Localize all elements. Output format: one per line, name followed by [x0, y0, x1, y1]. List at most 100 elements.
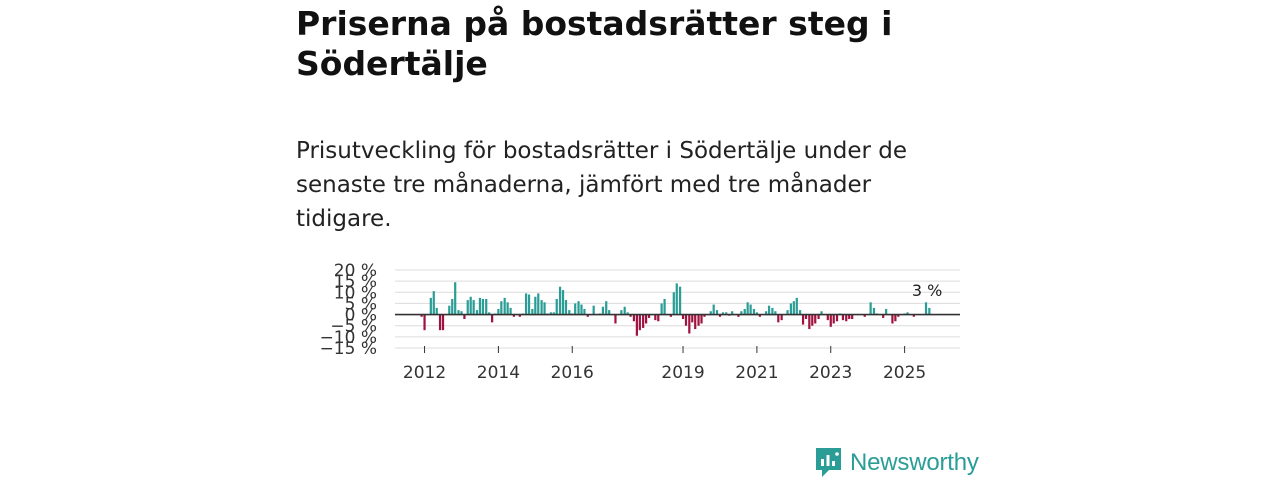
- bar: [811, 314, 814, 326]
- bar: [851, 314, 854, 320]
- bar: [703, 314, 706, 317]
- bar: [912, 314, 915, 317]
- bar: [629, 314, 632, 317]
- bar: [709, 311, 712, 315]
- x-tick-label: 2016: [551, 363, 594, 383]
- bar: [814, 314, 817, 324]
- bar: [663, 298, 666, 315]
- bar: [672, 292, 675, 315]
- bar: [432, 291, 435, 315]
- bar: [777, 314, 780, 323]
- bar: [681, 314, 685, 320]
- bar: [601, 306, 605, 315]
- bar: [725, 312, 728, 315]
- bar: [592, 305, 595, 315]
- bar: [632, 314, 636, 322]
- bar: [835, 314, 839, 322]
- bar: [469, 296, 472, 315]
- bar: [863, 314, 866, 317]
- bar: [817, 314, 820, 320]
- bar: [500, 301, 503, 315]
- bar: [512, 314, 516, 317]
- bar: [481, 298, 484, 315]
- newsworthy-brand[interactable]: Newsworthy: [814, 446, 979, 480]
- y-tick-label: −10 %: [320, 328, 377, 348]
- page-title: Priserna på bostadsrätter steg i Södertä…: [296, 4, 893, 83]
- bar: [527, 294, 531, 315]
- bar: [466, 300, 469, 315]
- x-axis-ticks: 2012 2014 2016 2019 2021 2023 2025: [403, 346, 926, 383]
- bar: [755, 312, 759, 315]
- newsworthy-logo-icon: [816, 448, 841, 477]
- bar: [540, 300, 543, 315]
- bar: [586, 314, 589, 317]
- bar: [688, 314, 691, 334]
- bar: [620, 310, 623, 315]
- bars: [420, 282, 931, 336]
- bar: [789, 303, 792, 315]
- bar: [684, 314, 688, 326]
- x-tick-label: 2025: [883, 363, 926, 383]
- latest-value-annotation: 3 %: [912, 281, 942, 300]
- x-tick-label: 2023: [809, 363, 852, 383]
- bar: [488, 312, 491, 315]
- bar: [605, 301, 608, 315]
- bar: [657, 314, 660, 322]
- bar: [731, 311, 734, 315]
- bar: [743, 309, 746, 315]
- bar: [558, 286, 562, 315]
- bar: [534, 296, 537, 315]
- bar: [924, 302, 928, 315]
- bar: [614, 314, 617, 324]
- bar: [697, 314, 700, 326]
- x-tick-label: 2014: [477, 363, 520, 383]
- bar: [552, 312, 555, 315]
- bar: [675, 283, 678, 315]
- bar: [841, 314, 845, 321]
- bar: [463, 314, 466, 320]
- bar: [894, 314, 897, 322]
- bar: [765, 311, 768, 315]
- bar: [678, 286, 682, 315]
- bar: [568, 310, 571, 315]
- bar: [491, 314, 494, 323]
- bar: [700, 314, 703, 324]
- y-tick-label: 15 %: [334, 272, 377, 292]
- bar: [577, 301, 580, 315]
- bar: [872, 307, 876, 315]
- bar: [712, 304, 715, 315]
- bar: [429, 297, 432, 315]
- y-axis-tick-labels: 20 %15 %10 %5 %0 %−5 %−10 %−15 %: [320, 261, 377, 359]
- bar: [531, 309, 534, 315]
- bar: [506, 302, 509, 315]
- bar: [780, 314, 783, 321]
- x-tick-label: 2021: [735, 363, 778, 383]
- bar: [448, 305, 451, 315]
- bar: [626, 312, 629, 315]
- bar: [795, 297, 798, 315]
- y-tick-label: 20 %: [334, 261, 377, 281]
- bar: [829, 314, 832, 327]
- bar: [774, 311, 777, 315]
- bar: [454, 282, 457, 315]
- bar: [642, 314, 645, 328]
- bar: [438, 314, 442, 331]
- bar-chart: 20 %15 %10 %5 %0 %−5 %−10 %−15 % 2012 201…: [320, 261, 960, 383]
- bar: [691, 314, 694, 323]
- bar: [906, 312, 909, 315]
- bar: [608, 310, 611, 315]
- bar: [485, 298, 488, 315]
- bar: [897, 314, 900, 317]
- bar: [669, 314, 672, 317]
- bar: [928, 307, 931, 315]
- bar: [808, 314, 811, 330]
- bar: [561, 290, 565, 315]
- bar: [792, 301, 795, 315]
- bar: [826, 314, 829, 321]
- bar: [524, 293, 528, 315]
- bar: [472, 300, 475, 315]
- bar: [435, 307, 438, 315]
- bar: [848, 314, 851, 320]
- bar: [798, 310, 802, 315]
- bar: [564, 300, 568, 315]
